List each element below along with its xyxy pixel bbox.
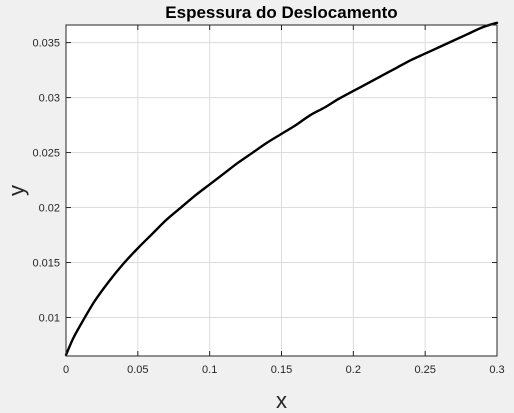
series-line <box>64 21 499 357</box>
x-tick-label: 0.1 <box>202 364 217 376</box>
y-tick-label: 0.02 <box>39 203 60 215</box>
y-tick-label: 0.035 <box>32 38 60 50</box>
x-tick-label: 0.25 <box>414 364 435 376</box>
y-tick-label: 0.015 <box>32 258 60 270</box>
y-tick-label: 0.01 <box>39 313 60 325</box>
x-tick-label: 0.15 <box>271 364 292 376</box>
x-tick-label: 0.2 <box>346 364 361 376</box>
x-axis-label: x <box>276 388 287 413</box>
grid-lines <box>65 25 498 356</box>
chart-title: Espessura do Deslocamento <box>165 3 397 22</box>
axis-ticks: 0 0.05 0.1 0.15 0.2 0.25 0.3 0.01 0.015 0.02 0.025… <box>32 25 505 376</box>
x-tick-label: 0.3 <box>489 364 504 376</box>
y-tick-label: 0.025 <box>32 148 60 160</box>
x-tick-label: 0.05 <box>127 364 148 376</box>
y-axis-label: y <box>4 185 29 196</box>
y-tick-label: 0.03 <box>39 93 60 105</box>
x-tick-label: 0 <box>63 364 69 376</box>
